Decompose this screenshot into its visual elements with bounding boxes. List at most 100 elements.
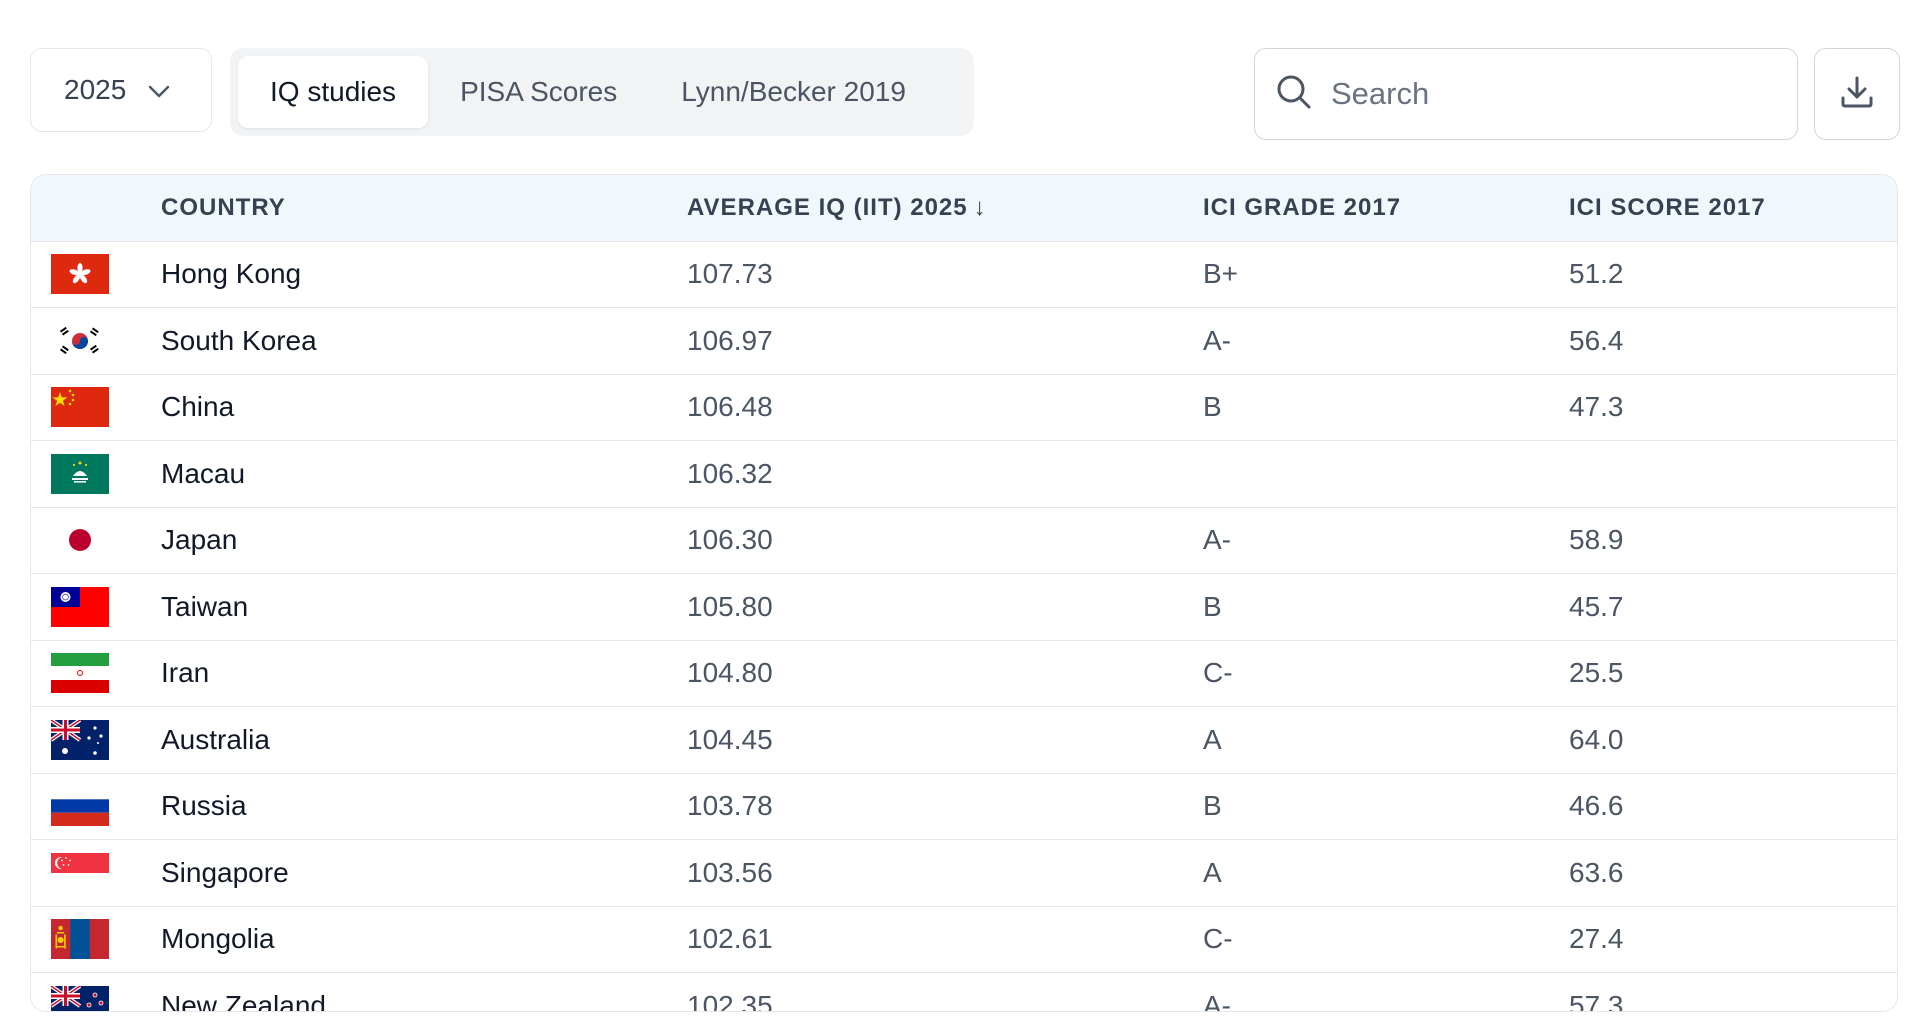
table-row[interactable]: South Korea 106.97 A- 56.4 [31,308,1897,375]
ici-grade-cell: A- [1203,524,1231,556]
macau-flag-icon [51,453,109,494]
taiwan-flag-icon [51,586,109,627]
south-korea-flag-icon [51,320,109,361]
country-cell: Japan [161,524,238,556]
avg-iq-cell: 102.61 [687,923,773,955]
mongolia-flag-icon [51,919,109,960]
china-flag-icon [51,387,109,428]
flag-column-header [31,175,161,242]
country-cell: Taiwan [161,590,249,622]
avg-iq-column-label: AVERAGE IQ (IIT) 2025 [687,193,968,221]
table-row[interactable]: Australia 104.45 A 64.0 [31,707,1897,774]
ici-score-cell: 45.7 [1569,590,1624,622]
year-select[interactable]: 2025 [30,48,212,132]
ici-score-cell: 51.2 [1569,258,1624,290]
flag-cell [31,640,161,707]
dataset-tabs: IQ studies PISA Scores Lynn/Becker 2019 [230,48,974,136]
ici-score-cell: 63.6 [1569,856,1624,888]
ici-grade-cell [1203,441,1569,508]
flag-cell [31,906,161,973]
ici-grade-cell: B [1203,391,1222,423]
table-row[interactable]: Macau 106.32 [31,441,1897,508]
flag-cell [31,707,161,774]
country-cell: Macau [161,457,246,489]
country-table: COUNTRY AVERAGE IQ (IIT) 2025 ↓ ICI GRADE… [30,174,1898,1012]
hong-kong-flag-icon [51,254,109,295]
avg-iq-cell: 105.80 [687,590,773,622]
australia-flag-icon [51,719,109,760]
russia-flag-icon [51,786,109,827]
ici-score-cell: 64.0 [1569,723,1624,755]
country-cell: New Zealand [161,989,326,1012]
ici-score-cell: 46.6 [1569,790,1624,822]
ici-score-cell: 47.3 [1569,391,1624,423]
tab-lynn-becker-2019[interactable]: Lynn/Becker 2019 [681,76,906,107]
avg-iq-cell: 106.30 [687,524,773,556]
table-row[interactable]: Singapore 103.56 A 63.6 [31,840,1897,907]
ici-score-cell: 56.4 [1569,324,1624,356]
country-cell: Mongolia [161,923,275,955]
table-row[interactable]: China 106.48 B 47.3 [31,374,1897,441]
japan-flag-icon [51,520,109,561]
chevron-down-icon [148,74,170,106]
sort-desc-icon: ↓ [973,193,987,221]
flag-cell [31,507,161,574]
ici-grade-cell: B+ [1203,258,1239,290]
table-row[interactable]: Russia 103.78 B 46.6 [31,773,1897,840]
ici-score-cell: 27.4 [1569,923,1624,955]
flag-cell [31,308,161,375]
tab-iq-studies[interactable]: IQ studies [238,56,429,128]
avg-iq-cell: 106.97 [687,324,773,356]
flag-cell [31,441,161,508]
ici-score-cell: 57.3 [1569,989,1624,1012]
table-row[interactable]: Taiwan 105.80 B 45.7 [31,574,1897,641]
download-icon [1839,74,1875,115]
country-cell: Hong Kong [161,258,302,290]
tab-pisa-scores[interactable]: PISA Scores [460,76,618,107]
flag-cell [31,840,161,907]
country-cell: Russia [161,790,247,822]
avg-iq-cell: 106.32 [687,457,773,489]
ici-grade-cell: A- [1203,324,1231,356]
avg-iq-cell: 103.78 [687,790,773,822]
ici-score-cell: 25.5 [1569,657,1624,689]
search-input[interactable] [1329,75,1773,113]
ici-grade-cell: A [1203,723,1222,755]
toolbar: 2025 IQ studies PISA Scores Lynn/Becker … [30,48,1900,142]
ici-score-cell [1569,441,1897,508]
country-column-header[interactable]: COUNTRY [161,175,687,242]
country-cell: South Korea [161,324,317,356]
flag-cell [31,374,161,441]
search-icon [1275,73,1313,116]
flag-cell [31,241,161,308]
country-cell: Iran [161,657,210,689]
iran-flag-icon [51,653,109,694]
new-zealand-flag-icon [51,985,109,1011]
table-header-row: COUNTRY AVERAGE IQ (IIT) 2025 ↓ ICI GRADE… [31,175,1897,242]
flag-cell [31,574,161,641]
search-box [1254,48,1798,140]
table-row[interactable]: New Zealand 102.35 A- 57.3 [31,973,1897,1012]
avg-iq-cell: 104.80 [687,657,773,689]
avg-iq-cell: 104.45 [687,723,773,755]
ici-grade-cell: A- [1203,989,1231,1012]
ici-grade-cell: A [1203,856,1222,888]
avg-iq-cell: 103.56 [687,856,773,888]
country-cell: Australia [161,723,270,755]
ici-grade-cell: B [1203,790,1222,822]
country-cell: China [161,391,235,423]
ici-score-cell: 58.9 [1569,524,1624,556]
avg-iq-cell: 106.48 [687,391,773,423]
avg-iq-cell: 102.35 [687,989,773,1012]
table-row[interactable]: Mongolia 102.61 C- 27.4 [31,906,1897,973]
country-cell: Singapore [161,856,289,888]
ici-grade-cell: B [1203,590,1222,622]
avg-iq-column-header[interactable]: AVERAGE IQ (IIT) 2025 ↓ [687,175,1203,242]
table-row[interactable]: Iran 104.80 C- 25.5 [31,640,1897,707]
ici-grade-column-header[interactable]: ICI GRADE 2017 [1203,175,1569,242]
table-row[interactable]: Japan 106.30 A- 58.9 [31,507,1897,574]
ici-score-column-header[interactable]: ICI SCORE 2017 [1569,175,1897,242]
download-button[interactable] [1814,48,1900,140]
table-row[interactable]: Hong Kong 107.73 B+ 51.2 [31,241,1897,308]
flag-cell [31,773,161,840]
